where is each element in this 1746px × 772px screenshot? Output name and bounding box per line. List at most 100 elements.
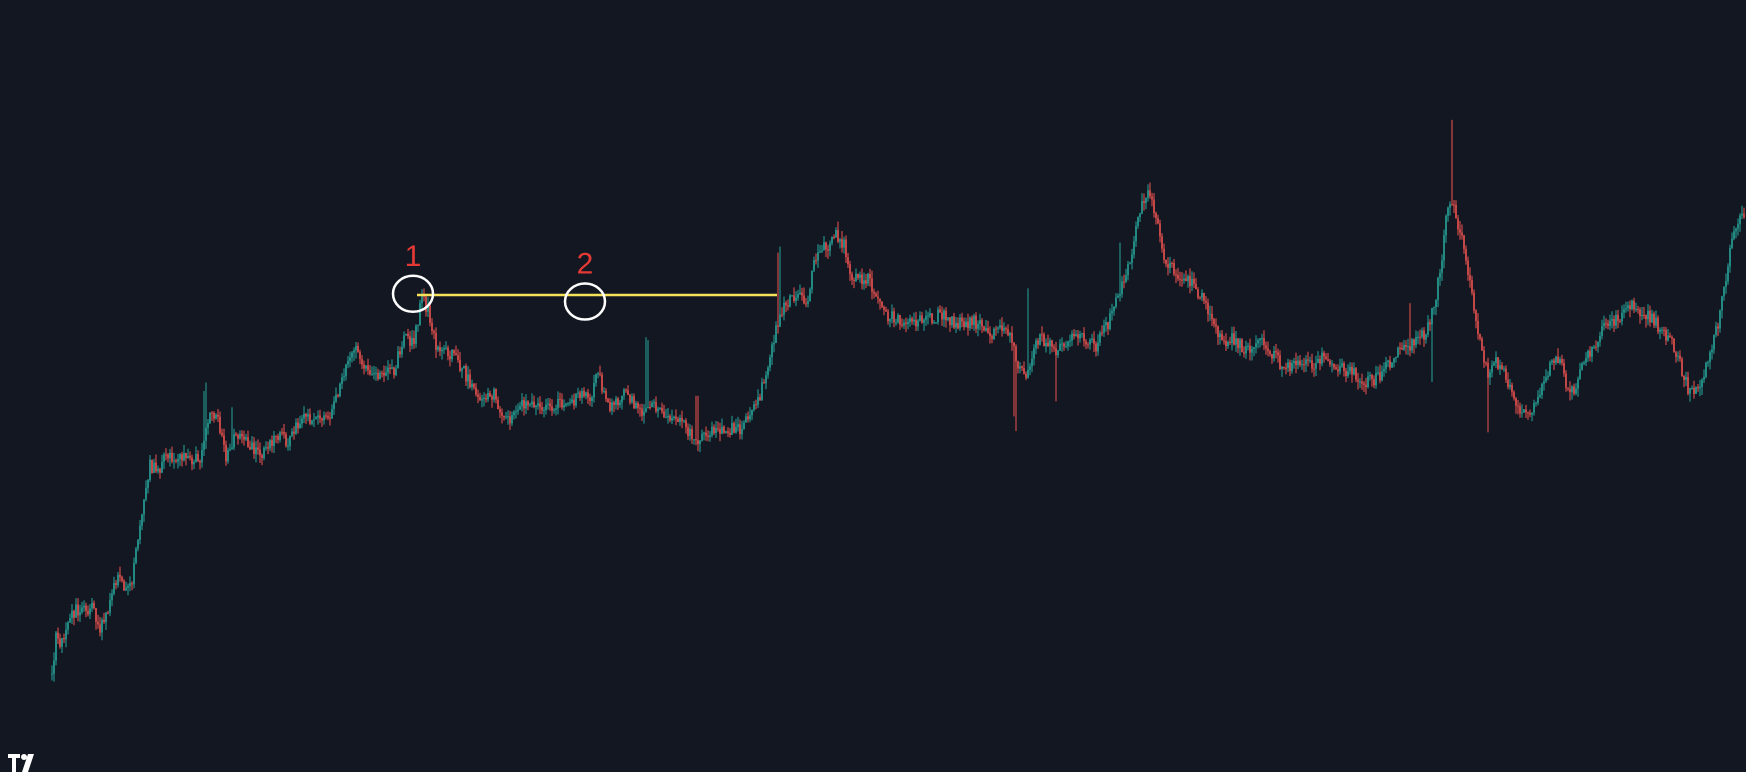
candle-body xyxy=(1253,347,1255,349)
candle-body xyxy=(777,325,779,327)
candle-body xyxy=(255,447,257,454)
candle-body xyxy=(821,250,823,252)
candle-body xyxy=(789,295,791,307)
candle-body xyxy=(749,415,751,420)
candle-body xyxy=(929,313,931,316)
tradingview-logo-icon[interactable] xyxy=(8,752,42,772)
candle-body xyxy=(1587,350,1589,359)
candle-body xyxy=(429,305,431,323)
candle-body xyxy=(555,408,557,410)
candle-body xyxy=(1405,345,1407,347)
candle-body xyxy=(441,349,443,352)
candle-body xyxy=(585,392,587,397)
candle-body xyxy=(1593,346,1595,348)
candle-body xyxy=(1047,342,1049,347)
candle-body xyxy=(181,454,183,461)
candle-body xyxy=(121,577,123,581)
candle-body xyxy=(701,433,703,441)
candle-body xyxy=(675,416,677,419)
candle-body xyxy=(87,610,89,615)
candle-body xyxy=(1391,362,1393,368)
candle-body xyxy=(623,389,625,396)
marker-circle-1[interactable] xyxy=(391,274,435,314)
candle-body xyxy=(625,389,627,391)
candle-body xyxy=(421,295,423,304)
candle-body xyxy=(1249,345,1251,353)
candle-body xyxy=(313,419,315,421)
candle-body xyxy=(1431,308,1433,325)
candle-body xyxy=(263,447,265,458)
candle-body xyxy=(1085,341,1087,345)
candle-body xyxy=(1497,357,1499,369)
candle-body xyxy=(129,583,131,586)
candle-body xyxy=(1005,328,1007,330)
candle-body xyxy=(1071,333,1073,341)
candle-body xyxy=(387,367,389,373)
candle-body xyxy=(1661,329,1663,331)
candle-body xyxy=(453,349,455,354)
candle-body xyxy=(67,622,69,630)
candle-body xyxy=(1303,364,1305,366)
candle-body xyxy=(1607,323,1609,326)
candle-body xyxy=(225,444,227,462)
candle-body xyxy=(1041,334,1043,336)
candle-body xyxy=(435,332,437,350)
candle-body xyxy=(1119,294,1121,296)
candle-body xyxy=(805,303,807,305)
candle-body xyxy=(1489,372,1491,378)
candle-body xyxy=(305,413,307,417)
candle-body xyxy=(1223,340,1225,342)
candle-body xyxy=(613,402,615,405)
candle-body xyxy=(733,423,735,433)
candle-body xyxy=(1407,346,1409,348)
candle-body xyxy=(1145,197,1147,203)
candle-body xyxy=(1319,359,1321,364)
candle-body xyxy=(399,351,401,355)
candle-body xyxy=(985,328,987,331)
candle-body xyxy=(179,454,181,459)
candle-body xyxy=(183,453,185,461)
candle-body xyxy=(1663,329,1665,331)
candle-body xyxy=(689,429,691,436)
candle-body xyxy=(1029,366,1031,370)
candle-body xyxy=(511,415,513,424)
candle-body xyxy=(843,239,845,248)
candle-body xyxy=(589,397,591,401)
candle-body xyxy=(55,632,57,661)
candle-body xyxy=(1037,340,1039,345)
candle-body xyxy=(1705,362,1707,377)
candle-body xyxy=(1369,375,1371,377)
candle-body xyxy=(745,416,747,423)
candle-body xyxy=(171,452,173,462)
candle-body xyxy=(293,431,295,434)
candle-body xyxy=(903,322,905,326)
candle-body xyxy=(553,409,555,411)
candle-body xyxy=(741,429,743,435)
candle-body xyxy=(1139,213,1141,218)
candle-body xyxy=(213,412,215,419)
candle-body xyxy=(579,392,581,398)
candle-body xyxy=(835,230,837,238)
candle-body xyxy=(267,447,269,449)
marker-label-2: 2 xyxy=(577,248,594,281)
candle-body xyxy=(577,392,579,394)
candle-body xyxy=(877,296,879,299)
candle-body xyxy=(817,252,819,261)
candle-body xyxy=(479,396,481,401)
candle-body xyxy=(599,373,601,375)
candle-body xyxy=(1625,308,1627,310)
candle-body xyxy=(1411,339,1413,351)
candle-body xyxy=(1429,322,1431,325)
candle-body xyxy=(85,605,87,611)
candle-body xyxy=(235,434,237,436)
candle-body xyxy=(839,239,841,242)
marker-circle-2[interactable] xyxy=(563,282,607,321)
candle-body xyxy=(287,445,289,447)
candle-body xyxy=(433,331,435,333)
candle-body xyxy=(1237,338,1239,349)
candle-body xyxy=(1201,292,1203,298)
candle-body xyxy=(809,289,811,302)
candle-body xyxy=(105,612,107,623)
candle-body xyxy=(95,608,97,622)
